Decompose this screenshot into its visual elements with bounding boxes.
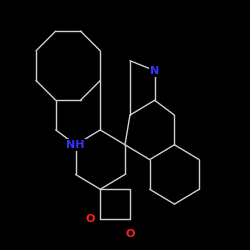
Text: N: N bbox=[150, 66, 159, 76]
Text: NH: NH bbox=[66, 140, 85, 150]
Text: O: O bbox=[86, 214, 95, 224]
Text: O: O bbox=[125, 229, 135, 239]
